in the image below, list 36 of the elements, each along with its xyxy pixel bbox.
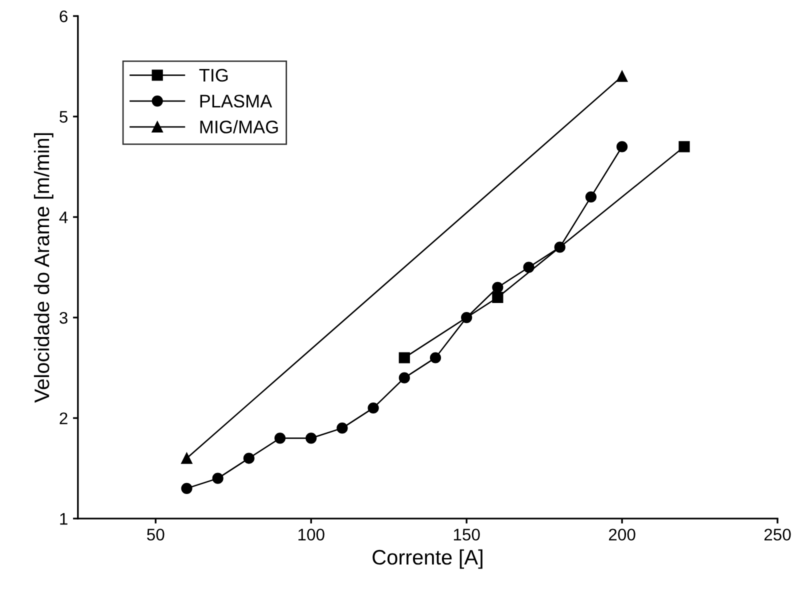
point xyxy=(274,432,286,444)
point xyxy=(616,70,628,82)
y-tick-label: 3 xyxy=(60,312,68,324)
point xyxy=(616,141,628,152)
point xyxy=(243,452,254,464)
x-tick-label: 200 xyxy=(608,528,636,541)
y-tick-label: 4 xyxy=(59,212,68,224)
point xyxy=(554,242,566,253)
point xyxy=(181,452,192,464)
point xyxy=(336,422,348,434)
y-tick-label: 2 xyxy=(60,412,68,424)
point xyxy=(523,262,534,273)
point xyxy=(461,312,472,324)
y-tick-label: 6 xyxy=(60,10,68,22)
point xyxy=(585,191,597,203)
x-tick-label: 150 xyxy=(454,528,480,541)
x-tick-label: 50 xyxy=(147,528,164,541)
point xyxy=(368,402,379,414)
point xyxy=(492,292,504,304)
legend-label: MIG/MAG xyxy=(200,120,278,134)
point xyxy=(306,432,317,444)
point xyxy=(398,352,410,364)
x-axis-title: Corrente [A] xyxy=(372,549,482,569)
y-axis-title: Velocidade do Arame [m/min] xyxy=(34,133,54,403)
point xyxy=(430,352,442,364)
point xyxy=(398,372,410,384)
x-tick-label: 100 xyxy=(298,528,324,541)
point xyxy=(492,282,504,293)
legend-label: PLASMA xyxy=(200,94,272,108)
y-tick-label: 1 xyxy=(60,513,68,525)
point xyxy=(181,482,192,494)
point xyxy=(212,472,224,484)
x-tick-label: 250 xyxy=(764,528,791,541)
point xyxy=(678,141,690,152)
legend-label: TIG xyxy=(199,68,228,82)
y-tick-label: 5 xyxy=(60,111,68,123)
